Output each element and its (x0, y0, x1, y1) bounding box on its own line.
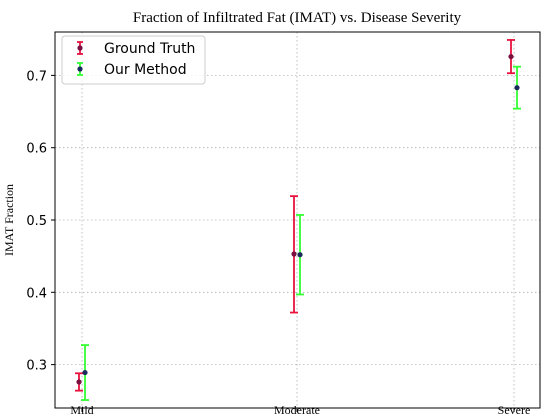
data-point (508, 53, 514, 60)
data-point (82, 369, 88, 376)
data-point (291, 251, 297, 257)
y-tick-label: 0.3 (26, 359, 47, 374)
x-tick-label: Moderate (274, 403, 320, 417)
data-point (297, 252, 303, 258)
series-ground-truth (75, 39, 515, 392)
x-tick-label: Severe (498, 403, 531, 417)
plot-frame (54, 31, 541, 409)
data-point (514, 85, 520, 91)
y-axis-label: IMAT Fraction (2, 184, 16, 256)
axis-ticks: 0.3 0.4 0.5 0.6 0.7 Mild Moderate Severe (26, 69, 530, 417)
legend-swatch-marker (77, 45, 83, 51)
grid-lines (55, 32, 540, 408)
y-tick-label: 0.7 (26, 69, 47, 84)
data-point (76, 379, 82, 385)
legend-label: Our Method (104, 62, 187, 78)
x-tick-label: Mild (70, 403, 93, 417)
series-our-method (81, 65, 521, 401)
legend: Ground Truth Our Method (61, 35, 206, 85)
legend-box (61, 35, 206, 85)
chart-title: Fraction of Infiltrated Fat (IMAT) vs. D… (133, 10, 462, 26)
legend-label: Ground Truth (104, 41, 195, 57)
series-marks (75, 39, 521, 401)
y-tick-label: 0.5 (26, 214, 47, 229)
y-tick-label: 0.6 (26, 142, 47, 157)
y-tick-label: 0.4 (26, 286, 47, 301)
legend-swatch-marker (77, 66, 83, 72)
